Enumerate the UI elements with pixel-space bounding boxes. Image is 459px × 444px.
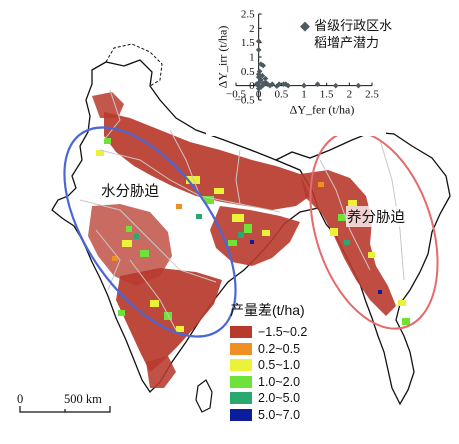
inset-y-tick-label: 0.5 (241, 66, 255, 78)
admin-boundaries (79, 89, 405, 331)
legend-label: 1.0~2.0 (258, 374, 301, 389)
legend-swatch (230, 342, 252, 355)
legend-item: 5.0~7.0 (230, 407, 307, 424)
scale-bar (19, 406, 111, 413)
inset-y-tick-label: 0 (249, 80, 255, 92)
inset-data-point (260, 62, 266, 69)
inset-data-point (314, 81, 321, 88)
nutrient-stress-label: 养分胁迫 (346, 206, 406, 227)
legend-label: 2.0~5.0 (258, 391, 301, 406)
legend-swatch (230, 375, 252, 388)
legend-item: 0.5~1.0 (230, 357, 307, 374)
inset-background (206, 6, 386, 136)
inset-scatter: −0.5 0 0.5 1 1.5 2 2.52.521.510.50−0.5ΔY_fer (… (206, 6, 386, 136)
gap-patches-yellow (96, 150, 406, 332)
inset-data-point (276, 81, 282, 88)
northern-disputed-border (105, 43, 163, 87)
inset-legend-line2: 稻增产潜力 (314, 36, 380, 51)
gap-punjab (92, 92, 124, 118)
legend-swatch (230, 408, 252, 421)
legend-label: 0.5~1.0 (258, 358, 301, 373)
inset-x-tick-label: −0.5 (226, 89, 246, 101)
inset-x-tick-label: 1.5 (320, 89, 334, 101)
gap-patches-teal (134, 214, 350, 245)
inset-y-axis-title: ΔY_irr (t/ha) (216, 26, 230, 89)
inset-data-point (255, 71, 262, 77)
legend-item: 1.0~2.0 (230, 374, 307, 391)
legend-label: 5.0~7.0 (258, 407, 301, 422)
gap-southern-tip (146, 356, 176, 388)
inset-data-point (255, 85, 262, 92)
legend-item: 0.2~0.5 (230, 341, 307, 358)
inset-data-point (255, 47, 262, 53)
sri-lanka (195, 379, 213, 413)
yield-gap-layer (88, 92, 410, 388)
inset-x-tick-label: 1 (301, 89, 307, 101)
legend-item: −1.5~0.2 (230, 324, 307, 341)
inset-y-tick-label: −0.5 (235, 95, 255, 107)
inset-data-point (262, 75, 269, 82)
inset-x-axis-title: ΔY_fer (t/ha) (290, 103, 355, 117)
inset-y-tick-label: 2 (249, 23, 255, 35)
inset-x-tick-label: 0.5 (274, 89, 288, 101)
inset-data-point (255, 74, 262, 80)
inset-y-tick-label: 1 (249, 52, 255, 64)
gap-patches-blue (250, 240, 382, 294)
legend-items: −1.5~0.2 0.2~0.5 0.5~1.0 1.0~2.0 2.0~5.0 5.0~… (230, 324, 307, 423)
inset-data-point (253, 81, 260, 88)
inset-x-tick-label: 2.5 (365, 89, 379, 101)
legend-swatch (230, 392, 252, 405)
legend-item: 2.0~5.0 (230, 390, 307, 407)
inset-data-point (267, 82, 273, 89)
scale-zero-label: 0 (17, 392, 24, 406)
inset-x-tick-label: 2 (347, 89, 353, 101)
inset-legend-marker: ◆ (300, 19, 310, 34)
gap-patches-orange (112, 182, 324, 261)
inset-data-point (255, 38, 262, 45)
legend-title: 产量差(t/ha) (230, 302, 305, 318)
legend-label: 0.2~0.5 (258, 341, 301, 356)
inset-data-point (258, 61, 264, 67)
inset-data-point (332, 82, 339, 89)
inset-x-tick-label: 0 (256, 89, 262, 101)
legend-swatch (230, 326, 252, 339)
gap-ganges-plain (104, 112, 310, 210)
inset-data-point (262, 79, 269, 86)
inset-y-tick-label: 2.5 (241, 9, 255, 21)
inset-data-point (301, 82, 307, 89)
inset-data-point (285, 82, 291, 89)
yield-gap-legend: 产量差(t/ha) −1.5~0.2 0.2~0.5 0.5~1.0 1.0~2.0 2… (230, 300, 307, 423)
inset-legend-line1: 省级行政区水 (314, 19, 393, 34)
water-stress-ellipse (63, 126, 237, 338)
inset-data-point (274, 83, 280, 90)
legend-swatch (230, 359, 252, 372)
inset-y-tick-label: 1.5 (241, 37, 255, 49)
scale-distance-label: 500 km (64, 392, 102, 406)
legend-label: −1.5~0.2 (258, 325, 308, 340)
inset-legend: ◆ 省级行政区水 稻增产潜力 (300, 18, 392, 52)
water-stress-label: 水分胁迫 (100, 180, 160, 201)
inset-data-point (355, 82, 362, 89)
